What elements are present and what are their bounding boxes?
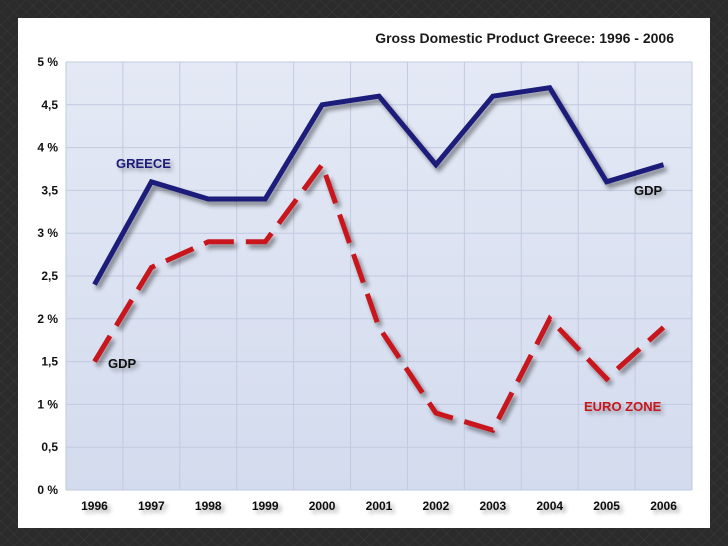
y-axis: 0 % 0,5 1 % 1,5 2 % 2,5 3 % 3,5 4 % 4,5 5 % [37,55,58,497]
x-tick-label: 2001 [366,499,393,513]
y-tick-label: 3 % [37,226,58,240]
x-tick-label: 2004 [536,499,563,513]
x-tick-label: 1997 [138,499,165,513]
x-tick-label: 2003 [479,499,506,513]
annotation-gdp-euro: GDP [108,356,137,371]
series-line-euro-zone [92,159,666,434]
x-tick-label: 2006 [650,499,677,513]
y-tick-label: 0 % [37,483,58,497]
y-tick-label: 1,5 [41,355,58,369]
y-tick-label: 3,5 [41,183,58,197]
y-tick-label: 4 % [37,141,58,155]
x-tick-label: 1998 [195,499,222,513]
chart-title: Gross Domestic Product Greece: 1996 - 20… [375,30,674,46]
x-tick-label: 2000 [309,499,336,513]
annotation-greece: GREECE [116,156,171,171]
gdp-line-chart: Gross Domestic Product Greece: 1996 - 20… [37,30,693,513]
x-tick-label: 2005 [593,499,620,513]
series-layer [92,84,666,434]
grid-lines [65,61,693,491]
x-tick-label: 1996 [81,499,108,513]
y-tick-label: 4,5 [41,98,58,112]
y-tick-label: 1 % [37,397,58,411]
annotation-gdp-greece: GDP [634,183,663,198]
y-tick-label: 5 % [37,55,58,69]
x-tick-label: 2002 [423,499,450,513]
slide: Gross Domestic Product Greece: 1996 - 20… [18,18,710,528]
x-axis: 1996 1997 1998 1999 2000 2001 2002 2003 2004 2005… [81,499,677,513]
y-tick-label: 2 % [37,312,58,326]
y-tick-label: 0,5 [41,440,58,454]
y-tick-label: 2,5 [41,269,58,283]
annotation-euro-zone: EURO ZONE [584,399,662,414]
x-tick-label: 1999 [252,499,279,513]
